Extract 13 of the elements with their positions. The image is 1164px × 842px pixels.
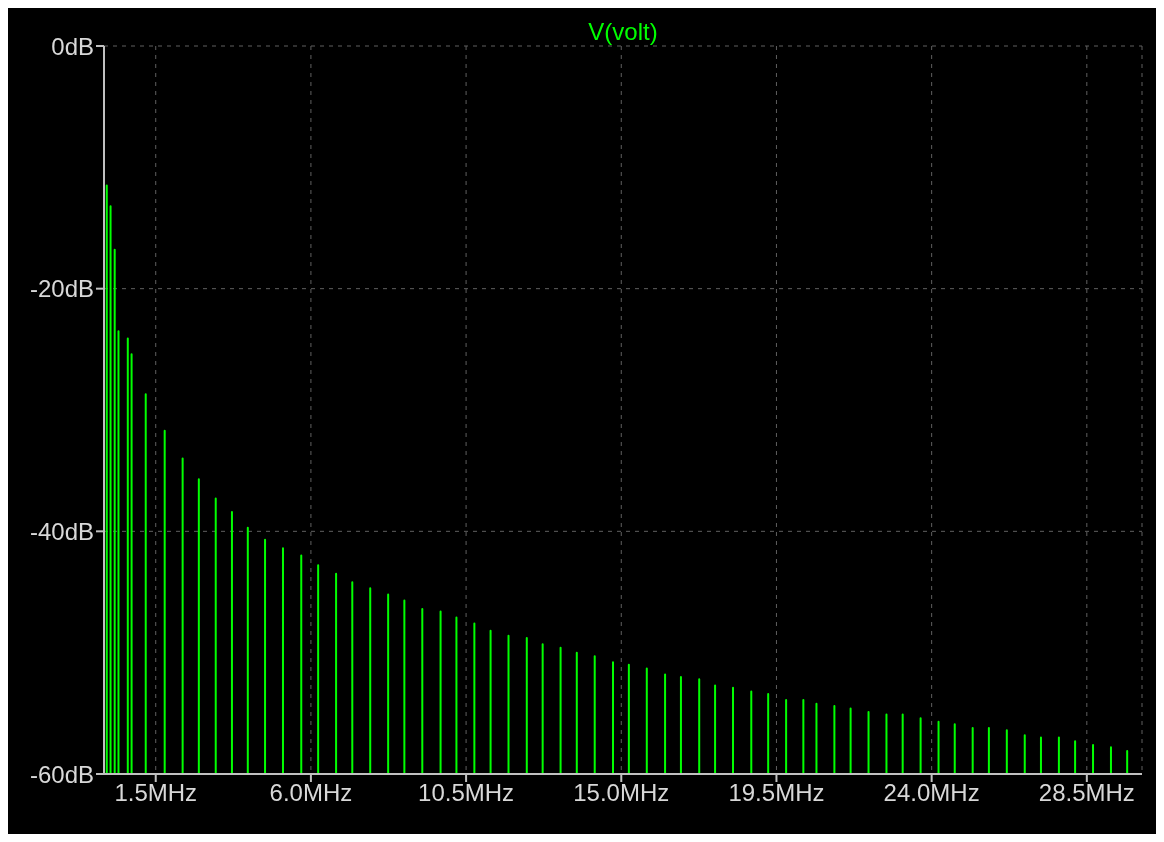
x-tick-label: 1.5MHz (114, 779, 198, 807)
text: V(volt) (588, 18, 658, 45)
x-tick-label: 19.5MHz (728, 779, 825, 807)
line-series (105, 184, 1129, 774)
x-tick-label: 28.5MHz (1038, 779, 1135, 807)
x-tick-label: 24.0MHz (883, 779, 980, 807)
y-tick-label: 0dB (51, 32, 94, 60)
y-tick-label: -60dB (29, 760, 94, 788)
x-tick-label: 10.5MHz (418, 779, 515, 807)
x-tick-label: 15.0MHz (573, 779, 670, 807)
x-tick-label: 6.0MHz (269, 779, 353, 807)
y-tick-label: -40dB (29, 517, 94, 545)
y-tick-label: -20dB (29, 275, 94, 303)
